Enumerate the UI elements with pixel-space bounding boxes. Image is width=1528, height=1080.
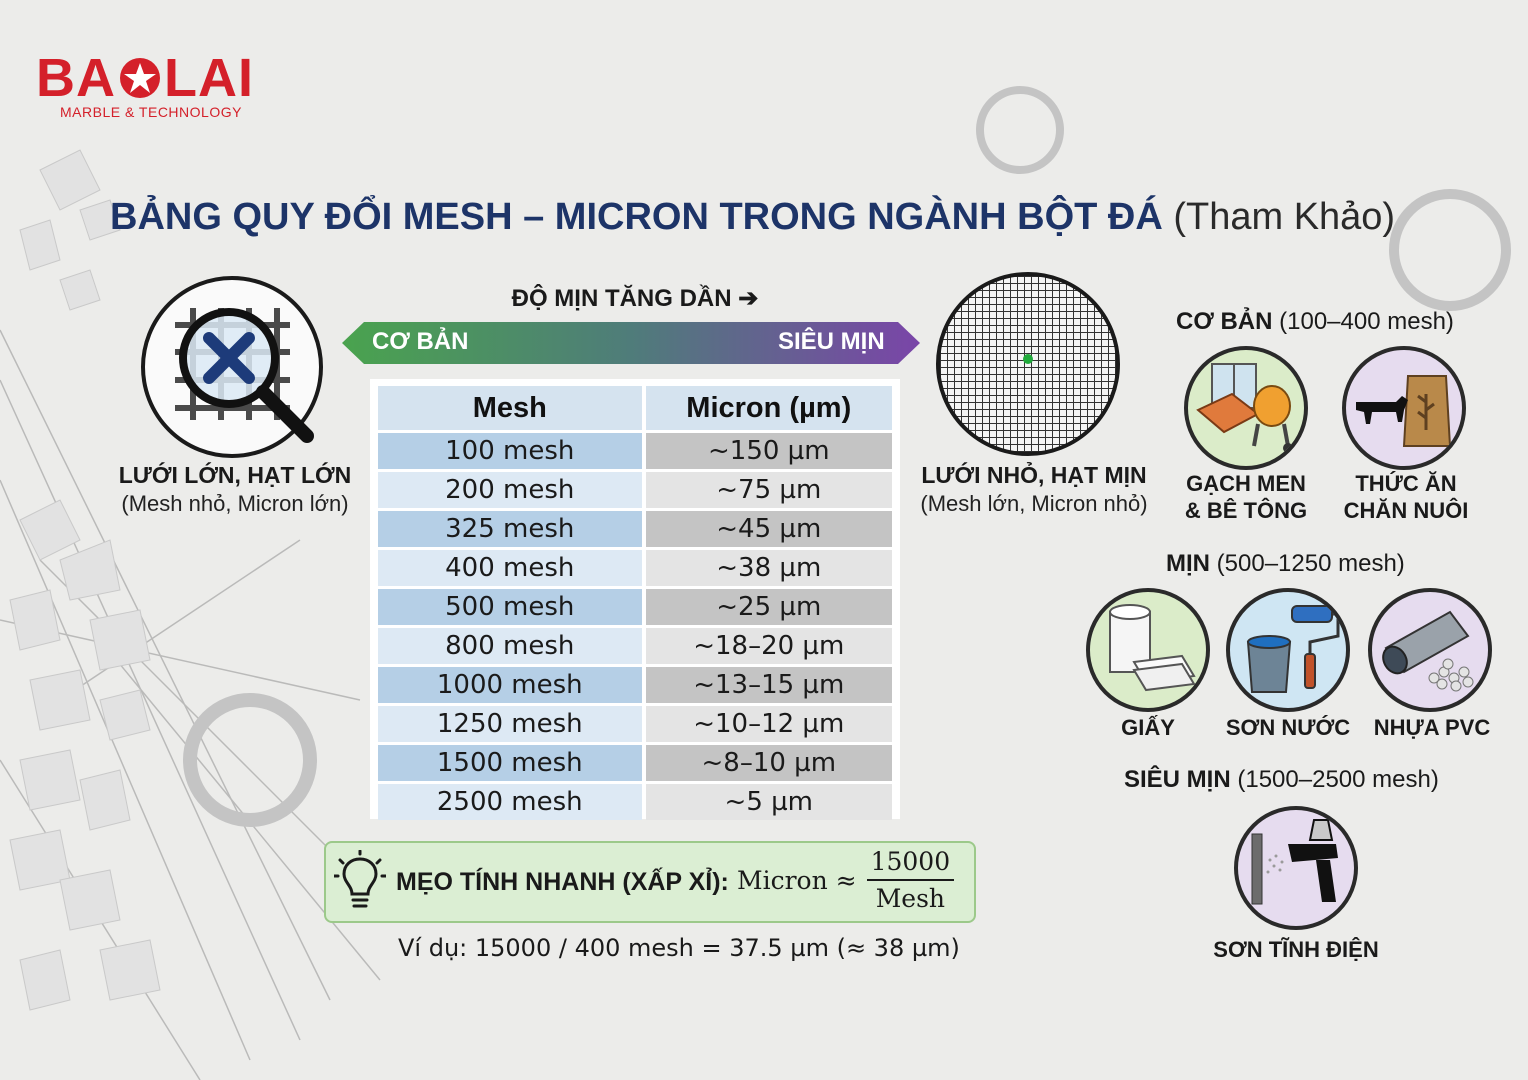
basic-heading-range: (100–400 mesh)	[1279, 308, 1454, 335]
micron-cell: ~45 µm	[645, 511, 892, 547]
magnifier-sieve-icon	[175, 308, 314, 443]
mesh-cell: 800 mesh	[378, 628, 642, 664]
app-label-tiles-line1: GẠCH MEN	[1186, 471, 1306, 496]
app-label-paper: GIẤY	[1121, 715, 1175, 740]
paint-bucket-roller-icon	[1226, 588, 1350, 712]
header-micron: Micron (µm)	[645, 386, 892, 430]
app-label-powder-coating: SƠN TĨNH ĐIỆN	[1213, 937, 1379, 962]
right-caption: LƯỚI NHỎ, HẠT MỊN (Mesh lớn, Micron nhỏ)	[900, 462, 1168, 517]
micron-cell: ~10–12 µm	[645, 706, 892, 742]
table-row: 800 mesh ~18–20 µm	[378, 628, 892, 664]
left-caption-bold: LƯỚI LỚN, HẠT LỚN	[118, 462, 352, 488]
micron-cell: ~8–10 µm	[645, 745, 892, 781]
tip-formula: Micron ≈ 15000 Mesh	[737, 847, 955, 913]
formula-numerator: 15000	[866, 847, 955, 881]
table-row: 1000 mesh ~13–15 µm	[378, 667, 892, 703]
ultra-heading-range: (1500–2500 mesh)	[1237, 766, 1439, 793]
title-sub: (Tham Khảo)	[1173, 196, 1396, 238]
fine-heading: MỊN (500–1250 mesh)	[1166, 550, 1405, 578]
micron-cell: ~25 µm	[645, 589, 892, 625]
fine-heading-bold: MỊN	[1166, 550, 1210, 577]
micron-cell: ~75 µm	[645, 472, 892, 508]
brand-name-right: LAI	[164, 48, 254, 108]
fineness-heading: ĐỘ MỊN TĂNG DẦN ➔	[511, 285, 759, 312]
lightbulb-icon	[334, 850, 386, 908]
left-caption-note: (Mesh nhỏ, Micron lớn)	[121, 491, 349, 516]
mesh-cell: 100 mesh	[378, 433, 642, 469]
header-mesh: Mesh	[378, 386, 642, 430]
table-header-row: Mesh Micron (µm)	[378, 386, 892, 430]
ultra-heading-bold: SIÊU MỊN	[1124, 766, 1231, 793]
table-row: 200 mesh ~75 µm	[378, 472, 892, 508]
title-main: BẢNG QUY ĐỔI MESH – MICRON TRONG NGÀNH B…	[110, 196, 1163, 238]
formula-denominator: Mesh	[875, 884, 946, 913]
micron-cell: ~13–15 µm	[645, 667, 892, 703]
formula-left: Micron ≈	[737, 865, 857, 895]
table-row: 400 mesh ~38 µm	[378, 550, 892, 586]
app-label-pvc: NHỰA PVC	[1373, 715, 1491, 740]
fine-sieve-icon	[936, 272, 1120, 456]
mesh-cell: 325 mesh	[378, 511, 642, 547]
fine-particle-dot	[1023, 354, 1033, 364]
cow-feed-bag-icon	[1342, 346, 1466, 470]
coarse-sieve-circle	[141, 276, 323, 458]
conversion-table: Mesh Micron (µm) 100 mesh ~150 µm 200 mes…	[370, 379, 900, 820]
formula-fraction: 15000 Mesh	[866, 847, 955, 913]
basic-heading-bold: CƠ BẢN	[1176, 308, 1273, 335]
micron-cell: ~18–20 µm	[645, 628, 892, 664]
table-row: 500 mesh ~25 µm	[378, 589, 892, 625]
ultra-heading: SIÊU MỊN (1500–2500 mesh)	[1124, 766, 1439, 794]
micron-cell: ~5 µm	[645, 784, 892, 820]
table-row: 100 mesh ~150 µm	[378, 433, 892, 469]
brand-name-left: BA	[36, 48, 116, 108]
quick-tip-box	[324, 841, 976, 923]
paper-roll-icon	[1086, 588, 1210, 712]
table-row: 1250 mesh ~10–12 µm	[378, 706, 892, 742]
app-label-tiles-line2: & BÊ TÔNG	[1184, 498, 1308, 523]
mesh-cell: 1250 mesh	[378, 706, 642, 742]
fineness-arrow	[342, 322, 920, 364]
tip-example: Ví dụ: 15000 / 400 mesh = 37.5 µm (≈ 38 …	[398, 934, 960, 962]
banner-right-label: SIÊU MỊN	[778, 328, 885, 355]
table-row: 325 mesh ~45 µm	[378, 511, 892, 547]
spray-gun-icon	[1234, 806, 1358, 930]
tip-label: MẸO TÍNH NHANH (XẤP XỈ):	[396, 868, 729, 896]
mesh-cell: 200 mesh	[378, 472, 642, 508]
star-icon	[120, 58, 160, 98]
tile-concrete-mixer-icon	[1184, 346, 1308, 470]
pvc-pipe-icon	[1368, 588, 1492, 712]
app-label-feed-line1: THỨC ĂN	[1355, 471, 1457, 496]
right-caption-note: (Mesh lớn, Micron nhỏ)	[920, 491, 1148, 516]
mesh-cell: 400 mesh	[378, 550, 642, 586]
app-label-feed-line2: CHĂN NUÔI	[1343, 498, 1469, 523]
app-label-feed: THỨC ĂN CHĂN NUÔI	[1326, 470, 1486, 524]
fine-heading-range: (500–1250 mesh)	[1216, 550, 1405, 577]
mesh-cell: 2500 mesh	[378, 784, 642, 820]
mesh-cell: 1000 mesh	[378, 667, 642, 703]
banner-left-label: CƠ BẢN	[372, 328, 469, 355]
table-row: 2500 mesh ~5 µm	[378, 784, 892, 820]
mesh-cell: 1500 mesh	[378, 745, 642, 781]
brand-logo: BA LAI MARBLE & TECHNOLOGY	[36, 50, 276, 120]
brand-tagline: MARBLE & TECHNOLOGY	[60, 104, 242, 120]
app-label-tiles: GẠCH MEN & BÊ TÔNG	[1166, 470, 1326, 524]
page-title: BẢNG QUY ĐỔI MESH – MICRON TRONG NGÀNH B…	[110, 196, 1440, 239]
app-label-paint: SƠN NƯỚC	[1225, 715, 1351, 740]
micron-cell: ~38 µm	[645, 550, 892, 586]
mesh-cell: 500 mesh	[378, 589, 642, 625]
basic-heading: CƠ BẢN (100–400 mesh)	[1176, 308, 1454, 336]
right-caption-bold: LƯỚI NHỎ, HẠT MỊN	[921, 462, 1147, 488]
micron-cell: ~150 µm	[645, 433, 892, 469]
left-caption: LƯỚI LỚN, HẠT LỚN (Mesh nhỏ, Micron lớn)	[100, 462, 370, 517]
table-row: 1500 mesh ~8–10 µm	[378, 745, 892, 781]
